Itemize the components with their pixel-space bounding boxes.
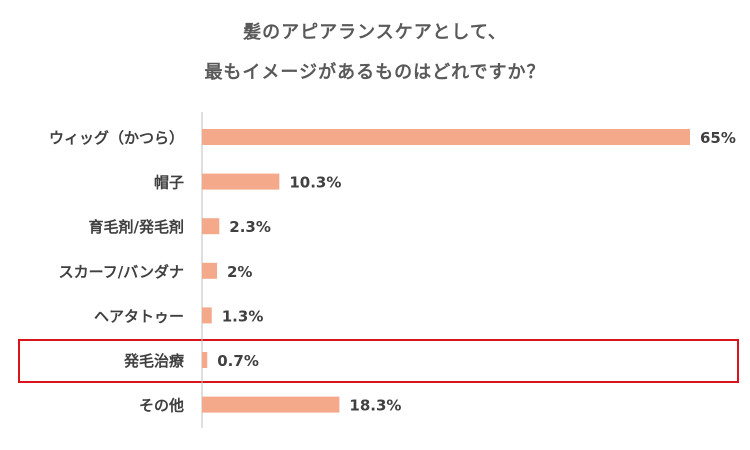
value-label: 1.3% xyxy=(222,307,264,325)
bar xyxy=(202,352,208,368)
bar xyxy=(202,173,280,190)
bar xyxy=(202,129,690,145)
value-label: 10.3% xyxy=(289,174,341,192)
category-label: 育毛剤/発毛剤 xyxy=(89,218,184,236)
highlight-box xyxy=(18,339,739,383)
category-label: 発毛治療 xyxy=(123,352,185,370)
value-label: 0.7% xyxy=(217,352,259,370)
value-label: 65% xyxy=(700,129,736,147)
category-label: その他 xyxy=(139,397,184,415)
category-label: ヘアタトゥー xyxy=(94,307,184,325)
value-label: 18.3% xyxy=(349,397,401,415)
chart-title-line-2: 最もイメージがあるものはどれですか？ xyxy=(204,62,546,83)
value-label: 2% xyxy=(227,263,252,281)
chart-title-line-1: 髪のアピアランスケアとして、 xyxy=(243,22,507,43)
bar xyxy=(202,218,220,235)
bar xyxy=(202,307,212,324)
category-label: 帽子 xyxy=(154,174,184,192)
category-label: スカーフ/バンダナ xyxy=(59,263,184,281)
bar xyxy=(202,262,218,279)
category-label: ウィッグ（かつら） xyxy=(49,129,184,147)
value-label: 2.3% xyxy=(229,218,271,236)
bar xyxy=(202,396,340,413)
